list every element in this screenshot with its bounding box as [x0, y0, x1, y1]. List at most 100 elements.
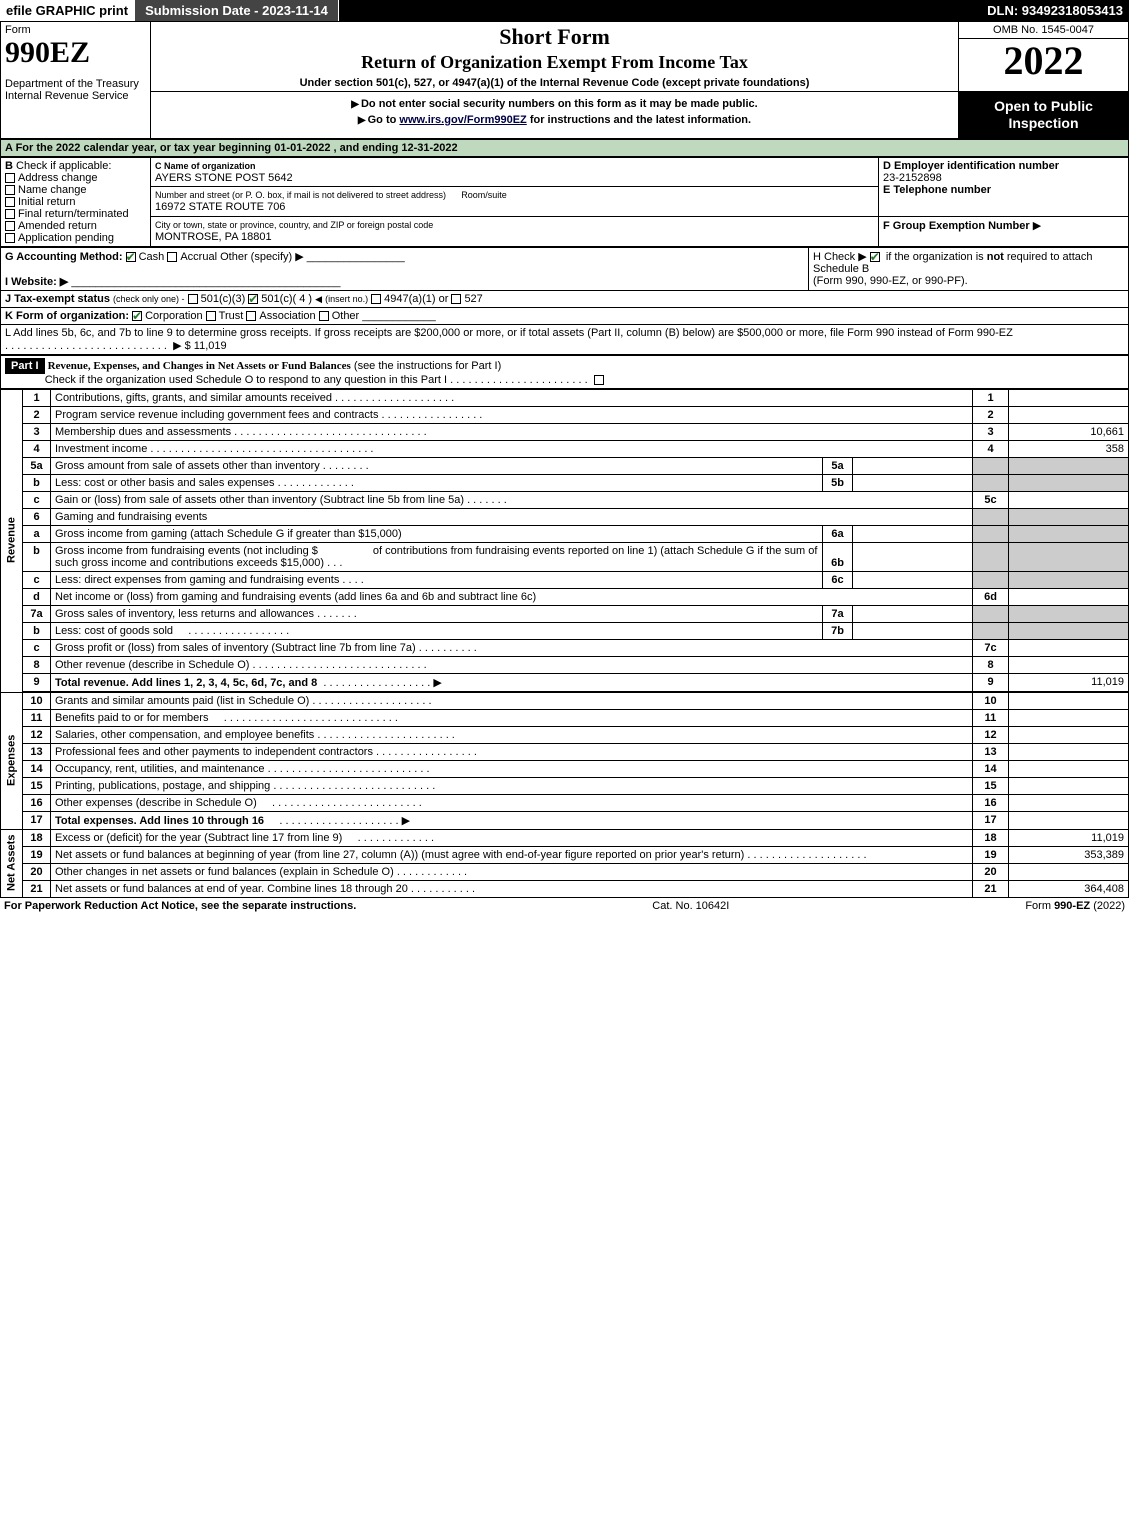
cat-no: Cat. No. 10642I	[652, 900, 729, 912]
short-form-title: Short Form	[155, 24, 954, 50]
insert-no: (insert no.)	[325, 294, 368, 304]
line-desc: Gross income from fundraising events (no…	[55, 545, 318, 557]
line-desc: Gross income from gaming (attach Schedul…	[55, 528, 402, 540]
shaded-cell	[1009, 457, 1129, 474]
amt-label: 3	[973, 423, 1009, 440]
amt-label: 19	[973, 846, 1009, 863]
shaded-cell	[1009, 605, 1129, 622]
line-num: a	[23, 525, 51, 542]
shaded-cell	[973, 605, 1009, 622]
amt-label: 9	[973, 673, 1009, 691]
line-num: 12	[23, 726, 51, 743]
shaded-cell	[973, 542, 1009, 571]
line-desc: Salaries, other compensation, and employ…	[55, 729, 314, 741]
line-desc: Program service revenue including govern…	[55, 409, 378, 421]
line-num: 19	[23, 846, 51, 863]
arrow-icon	[358, 114, 368, 126]
irs-link[interactable]: www.irs.gov/Form990EZ	[399, 114, 526, 126]
k-corp: Corporation	[145, 310, 202, 322]
checkbox-final-return[interactable]	[5, 209, 15, 219]
j-527: 527	[464, 293, 482, 305]
street-label: Number and street (or P. O. box, if mail…	[155, 190, 446, 200]
arrow-icon: ▶	[173, 340, 181, 352]
line-desc: Other changes in net assets or fund bala…	[55, 866, 394, 878]
amt-value	[1009, 777, 1129, 794]
checkbox-address-change[interactable]	[5, 173, 15, 183]
line-desc: Net assets or fund balances at beginning…	[55, 849, 744, 861]
shaded-cell	[1009, 474, 1129, 491]
checkbox-527[interactable]	[451, 294, 461, 304]
section-l-text: L Add lines 5b, 6c, and 7b to line 9 to …	[5, 327, 1013, 339]
section-d-label: D Employer identification number	[883, 160, 1059, 172]
line-desc: Gain or (loss) from sale of assets other…	[55, 494, 464, 506]
checkbox-trust[interactable]	[206, 311, 216, 321]
amt-value	[1009, 588, 1129, 605]
checkbox-corp[interactable]	[132, 311, 142, 321]
section-a-tax-year: A For the 2022 calendar year, or tax yea…	[0, 139, 1129, 157]
amt-value	[1009, 794, 1129, 811]
line-desc: Total revenue. Add lines 1, 2, 3, 4, 5c,…	[55, 677, 317, 689]
checkbox-501c[interactable]	[248, 294, 258, 304]
line-desc: Investment income	[55, 443, 147, 455]
sub-label: 6a	[823, 525, 853, 542]
amt-value	[1009, 811, 1129, 829]
line-num: 11	[23, 709, 51, 726]
shaded-cell	[1009, 525, 1129, 542]
part1-check-text: Check if the organization used Schedule …	[45, 374, 447, 386]
amt-value	[1009, 743, 1129, 760]
line-desc: Contributions, gifts, grants, and simila…	[55, 392, 332, 404]
amended-label: Amended return	[18, 220, 97, 232]
amt-value: 11,019	[1009, 829, 1129, 846]
checkbox-cash[interactable]	[126, 252, 136, 262]
footer-form-pre: Form	[1025, 900, 1054, 912]
checkbox-501c3[interactable]	[188, 294, 198, 304]
line-desc: Other expenses (describe in Schedule O)	[55, 797, 257, 809]
checkbox-initial-return[interactable]	[5, 197, 15, 207]
amt-label: 10	[973, 692, 1009, 709]
checkbox-scheduleO[interactable]	[594, 375, 604, 385]
part1-sub: (see the instructions for Part I)	[354, 360, 501, 372]
arrow-icon: ▶	[433, 677, 441, 689]
efile-print-label[interactable]: efile GRAPHIC print	[0, 0, 135, 21]
checkbox-accrual[interactable]	[167, 252, 177, 262]
paperwork-notice: For Paperwork Reduction Act Notice, see …	[4, 900, 356, 912]
amt-label: 15	[973, 777, 1009, 794]
amt-value	[1009, 491, 1129, 508]
checkbox-amended[interactable]	[5, 221, 15, 231]
shaded-cell	[973, 508, 1009, 525]
street-value: 16972 STATE ROUTE 706	[155, 201, 285, 213]
amt-label: 21	[973, 880, 1009, 897]
amt-label: 14	[973, 760, 1009, 777]
amt-value: 10,661	[1009, 423, 1129, 440]
section-e-label: E Telephone number	[883, 184, 991, 196]
line-num: d	[23, 588, 51, 605]
not-word: not	[987, 251, 1004, 263]
checkbox-schedule-b[interactable]	[870, 252, 880, 262]
checkbox-assoc[interactable]	[246, 311, 256, 321]
amt-label: 18	[973, 829, 1009, 846]
shaded-cell	[973, 571, 1009, 588]
sub-amt	[853, 457, 973, 474]
line-num: b	[23, 542, 51, 571]
line-desc: Benefits paid to or for members	[55, 712, 208, 724]
line-num: 13	[23, 743, 51, 760]
dept-treasury: Department of the Treasury Internal Reve…	[5, 78, 146, 102]
dln-label: DLN: 93492318053413	[981, 0, 1129, 21]
checkbox-4947[interactable]	[371, 294, 381, 304]
sub-amt	[853, 525, 973, 542]
accrual-label: Accrual	[180, 251, 217, 263]
k-other: Other	[332, 310, 360, 322]
line-desc: Less: direct expenses from gaming and fu…	[55, 574, 339, 586]
check-only-one: (check only one) -	[113, 294, 185, 304]
checkbox-name-change[interactable]	[5, 185, 15, 195]
open-to-public: Open to Public Inspection	[959, 92, 1128, 138]
line-desc: Less: cost of goods sold	[55, 625, 173, 637]
amt-value: 358	[1009, 440, 1129, 457]
line-desc: Gaming and fundraising events	[55, 511, 207, 523]
sub-amt	[853, 542, 973, 571]
line-num: 14	[23, 760, 51, 777]
line-num: 21	[23, 880, 51, 897]
section-c-label: C Name of organization	[155, 161, 256, 171]
checkbox-other-org[interactable]	[319, 311, 329, 321]
checkbox-app-pending[interactable]	[5, 233, 15, 243]
